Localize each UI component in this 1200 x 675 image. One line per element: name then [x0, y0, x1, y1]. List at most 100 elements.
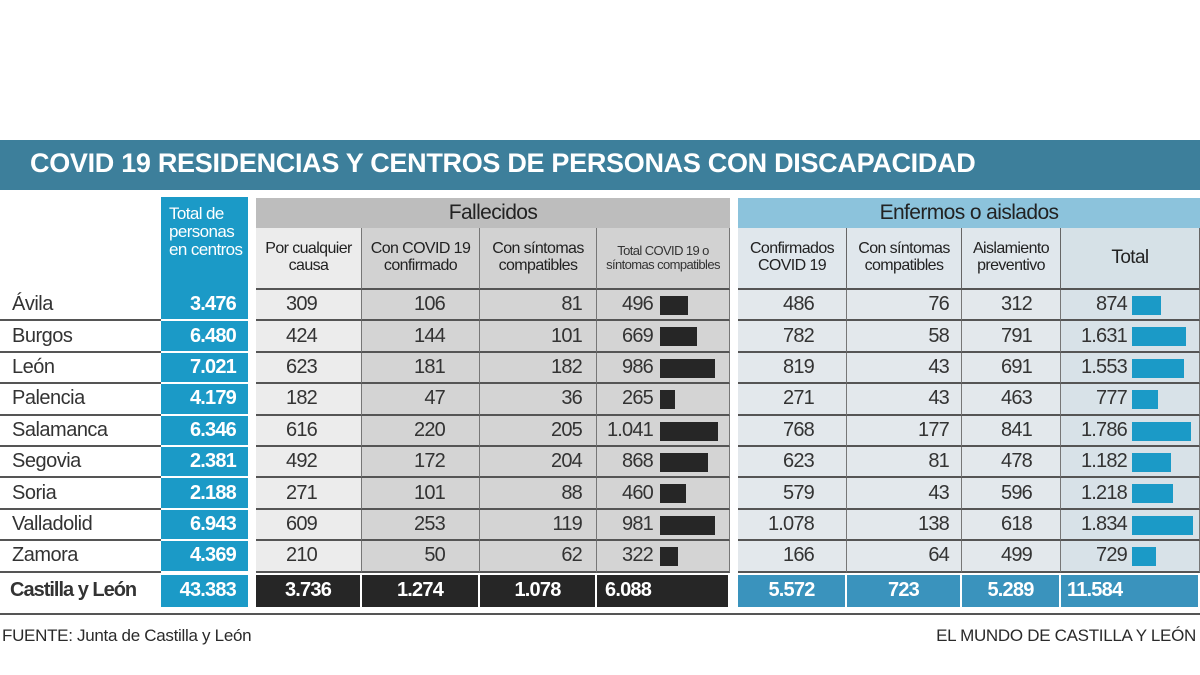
enfermos-value: 618: [962, 509, 1061, 542]
fallecidos-value: 101: [362, 478, 480, 510]
enfermos-value: 874: [1061, 290, 1200, 322]
footer-divider: [0, 613, 1200, 615]
fallecidos-value: 616: [256, 415, 362, 447]
header-fallecidos: Fallecidos: [256, 198, 730, 228]
row-name: Salamanca: [0, 416, 161, 447]
fallecidos-value: 253: [362, 509, 480, 542]
total-row-fallecidos: 6.088: [597, 574, 730, 607]
chart-title: COVID 19 RESIDENCIAS Y CENTROS DE PERSON…: [30, 148, 976, 178]
row-total-persons: 2.381: [161, 447, 248, 479]
fallecidos-col-header: Total COVID 19 o síntomas compatibles: [597, 228, 730, 290]
fallecidos-value: 265: [597, 384, 730, 416]
enfermos-value: 312: [962, 290, 1061, 322]
enfermos-value: 691: [962, 352, 1061, 385]
enfermos-total-bar: [1132, 296, 1162, 315]
fallecidos-value: 182: [256, 384, 362, 416]
row-total-persons: 6.480: [161, 321, 248, 353]
enfermos-value: 81: [847, 447, 962, 479]
total-row-name: Castilla y León: [10, 579, 137, 602]
row-name: Soria: [0, 478, 161, 510]
enfermos-value: 486: [738, 290, 847, 322]
fallecidos-value: 271: [256, 478, 362, 510]
fallecidos-value: 62: [480, 541, 597, 573]
fallecidos-value: 47: [362, 384, 480, 416]
fallecidos-total-bar: [660, 515, 715, 535]
fallecidos-col-header: Con COVID 19 confirmado: [362, 228, 480, 290]
fallecidos-total-bar: [660, 327, 698, 347]
row-name: Ávila: [0, 290, 161, 322]
enfermos-value: 43: [847, 352, 962, 385]
enfermos-value: 478: [962, 447, 1061, 479]
enfermos-value: 76: [847, 290, 962, 322]
enfermos-value: 579: [738, 478, 847, 510]
enfermos-value: 177: [847, 415, 962, 447]
enfermos-value: 623: [738, 447, 847, 479]
enfermos-value: 43: [847, 478, 962, 510]
enfermos-value: 43: [847, 384, 962, 416]
total-row-fallecidos: 1.274: [362, 574, 480, 607]
fallecidos-total-bar: [660, 421, 718, 441]
total-row-enfermos: 5.572: [738, 574, 847, 607]
fallecidos-value: 492: [256, 447, 362, 479]
fallecidos-value: 81: [480, 290, 597, 322]
enfermos-value: 1.834: [1061, 509, 1200, 542]
enfermos-total-bar: [1132, 484, 1173, 504]
fallecidos-value: 210: [256, 541, 362, 573]
row-total-persons: 2.188: [161, 478, 248, 510]
enfermos-total-bar: [1132, 327, 1187, 347]
enfermos-value: 499: [962, 541, 1061, 573]
enfermos-value: 791: [962, 321, 1061, 353]
row-total-persons: 4.179: [161, 384, 248, 416]
total-row-fallecidos: 1.078: [480, 574, 597, 607]
enfermos-value: 463: [962, 384, 1061, 416]
fallecidos-total-bar: [660, 484, 686, 504]
fallecidos-value: 101: [480, 321, 597, 353]
fallecidos-value: 50: [362, 541, 480, 573]
fallecidos-value: 309: [256, 290, 362, 322]
header-total-persons: Total de personas en centros: [161, 197, 248, 290]
enfermos-value: 841: [962, 415, 1061, 447]
enfermos-value: 729: [1061, 541, 1200, 573]
row-total-persons: 4.369: [161, 541, 248, 573]
total-row-enfermos: 5.289: [962, 574, 1061, 607]
fallecidos-value: 182: [480, 352, 597, 385]
row-total-persons: 3.476: [161, 290, 248, 322]
fallecidos-value: 181: [362, 352, 480, 385]
publisher-credit: EL MUNDO DE CASTILLA Y LEÓN: [936, 626, 1196, 645]
row-total-persons: 6.346: [161, 415, 248, 447]
enfermos-value: 768: [738, 415, 847, 447]
row-total-persons: 6.943: [161, 509, 248, 542]
row-total-persons: 7.021: [161, 352, 248, 385]
header-enfermos: Enfermos o aislados: [738, 198, 1200, 228]
enfermos-total-bar: [1132, 358, 1184, 378]
fallecidos-col-header: Con síntomas compatibles: [480, 228, 597, 290]
total-row-enfermos: 11.584: [1061, 574, 1200, 607]
row-name: León: [0, 353, 161, 385]
title-bar: [0, 140, 1200, 190]
fallecidos-total-bar: [660, 547, 678, 567]
enfermos-value: 1.182: [1061, 447, 1200, 479]
fallecidos-value: 623: [256, 352, 362, 385]
enfermos-value: 1.078: [738, 509, 847, 542]
enfermos-col-header: Aislamiento preventivo: [962, 228, 1061, 290]
fallecidos-total-bar: [660, 390, 675, 410]
enfermos-value: 819: [738, 352, 847, 385]
fallecidos-value: 106: [362, 290, 480, 322]
enfermos-total-bar: [1132, 515, 1193, 535]
row-name: Palencia: [0, 384, 161, 416]
enfermos-total-bar: [1132, 453, 1172, 472]
enfermos-value: 58: [847, 321, 962, 353]
source-note: FUENTE: Junta de Castilla y León: [2, 626, 252, 645]
enfermos-value: 64: [847, 541, 962, 573]
fallecidos-value: 424: [256, 321, 362, 353]
fallecidos-value: 609: [256, 509, 362, 542]
fallecidos-value: 88: [480, 478, 597, 510]
fallecidos-value: 36: [480, 384, 597, 416]
enfermos-total-bar: [1132, 547, 1157, 567]
row-name: Zamora: [0, 541, 161, 573]
fallecidos-total-bar: [660, 296, 688, 315]
enfermos-col-header: Confirmados COVID 19: [738, 228, 847, 290]
enfermos-total-bar: [1132, 421, 1192, 441]
fallecidos-value: 220: [362, 415, 480, 447]
total-row-enfermos: 723: [847, 574, 962, 607]
